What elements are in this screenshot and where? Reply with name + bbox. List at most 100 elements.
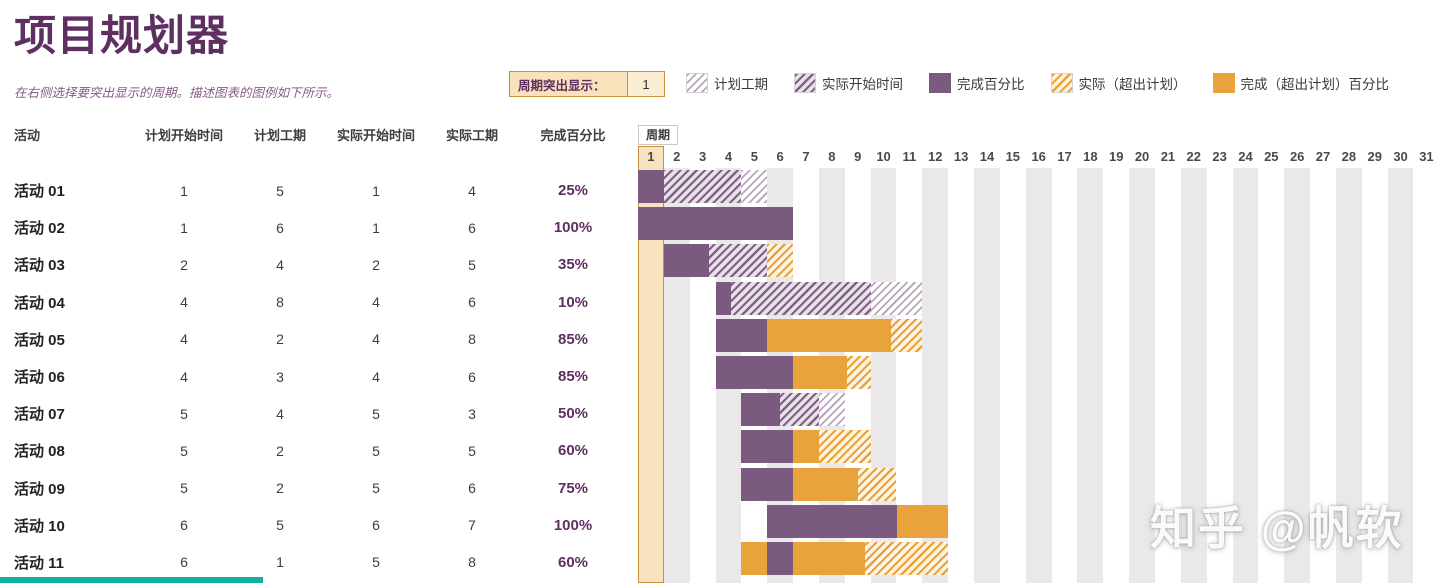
period-column bbox=[1258, 168, 1285, 583]
table-header-row: 活动 计划开始时间 计划工期 实际开始时间 实际工期 完成百分比 bbox=[14, 122, 628, 146]
period-column bbox=[948, 168, 975, 583]
plan-duration-cell: 2 bbox=[276, 442, 284, 459]
period-tick: 28 bbox=[1341, 149, 1357, 164]
plan-start-cell: 4 bbox=[180, 331, 188, 348]
plan-duration-cell: 4 bbox=[276, 405, 284, 422]
period-column bbox=[1206, 168, 1233, 583]
table-row: 活动 04 4 8 4 6 10% bbox=[14, 284, 628, 321]
col-header-actual-start: 实际开始时间 bbox=[336, 127, 415, 143]
actual-duration-cell: 6 bbox=[468, 294, 476, 311]
percent-complete-cell: 25% bbox=[557, 182, 589, 200]
actual-start-cell: 5 bbox=[372, 442, 380, 459]
table-row: 活动 03 2 4 2 5 35% bbox=[14, 246, 628, 283]
plan-duration-cell: 2 bbox=[276, 331, 284, 348]
period-column bbox=[1025, 168, 1052, 583]
page-title: 项目规划器 bbox=[14, 12, 230, 59]
period-column bbox=[1361, 168, 1388, 583]
actual-duration-cell: 8 bbox=[468, 554, 476, 571]
period-column bbox=[1335, 168, 1362, 583]
period-column bbox=[999, 168, 1026, 583]
period-tick: 12 bbox=[928, 149, 943, 164]
actual-start-swatch-icon bbox=[794, 73, 816, 93]
period-tick: 21 bbox=[1160, 149, 1176, 164]
legend-item-complete: 完成百分比 bbox=[929, 73, 1025, 93]
gantt-bar-segment bbox=[715, 281, 732, 315]
actual-start-cell: 4 bbox=[372, 331, 380, 348]
plan-start-cell: 5 bbox=[180, 405, 188, 422]
actual-duration-cell: 7 bbox=[468, 517, 476, 534]
activity-name-cell: 活动 04 bbox=[14, 294, 65, 312]
gantt-bar-segment bbox=[715, 356, 794, 389]
page-subtitle: 在右侧选择要突出显示的周期。描述图表的图例如下所示。 bbox=[14, 86, 340, 100]
gantt-bar-segment bbox=[767, 244, 794, 278]
period-tick: 13 bbox=[953, 149, 969, 164]
percent-complete-cell: 50% bbox=[557, 405, 589, 423]
period-tick: 19 bbox=[1108, 149, 1124, 164]
period-tick: 2 bbox=[673, 149, 681, 164]
legend-label: 计划工期 bbox=[714, 77, 768, 92]
period-tick: 16 bbox=[1031, 149, 1046, 164]
gantt-bar-segment bbox=[715, 318, 768, 352]
period-tick: 25 bbox=[1264, 149, 1279, 164]
period-tick: 15 bbox=[1005, 149, 1021, 164]
plan-duration-cell: 6 bbox=[276, 219, 284, 236]
period-column bbox=[1180, 168, 1207, 583]
plan-start-cell: 1 bbox=[180, 219, 188, 236]
period-tick: 17 bbox=[1057, 149, 1072, 164]
period-column bbox=[1103, 168, 1130, 583]
period-tick: 11 bbox=[902, 149, 917, 164]
period-tick: 18 bbox=[1083, 149, 1098, 164]
col-header-plan-start: 计划开始时间 bbox=[144, 127, 223, 143]
plan-duration-cell: 3 bbox=[276, 368, 284, 385]
gantt-bar-segment bbox=[767, 504, 897, 538]
period-tick: 10 bbox=[876, 149, 891, 164]
period-tick: 3 bbox=[698, 149, 707, 164]
period-tick: 26 bbox=[1289, 149, 1305, 164]
actual-start-cell: 1 bbox=[372, 182, 380, 199]
actual-start-cell: 5 bbox=[372, 405, 380, 422]
actual-duration-cell: 6 bbox=[468, 219, 476, 236]
period-highlight-label: 周期突出显示： bbox=[518, 78, 606, 93]
activity-name-cell: 活动 01 bbox=[14, 183, 65, 201]
actual-start-cell: 4 bbox=[372, 294, 380, 311]
period-tick: 24 bbox=[1238, 149, 1253, 164]
actual-duration-cell: 3 bbox=[468, 405, 476, 422]
col-header-actual-duration: 实际工期 bbox=[445, 127, 498, 143]
plan-duration-cell: 5 bbox=[276, 182, 284, 199]
period-tick: 30 bbox=[1393, 149, 1408, 164]
plan-duration-cell: 8 bbox=[276, 294, 284, 311]
period-tick: 9 bbox=[854, 149, 862, 164]
period-column bbox=[1413, 168, 1440, 583]
table-row: 活动 11 6 1 5 8 60% bbox=[14, 544, 628, 581]
col-header-percent-complete: 完成百分比 bbox=[540, 127, 606, 143]
period-tick: 8 bbox=[828, 149, 836, 164]
actual-start-cell: 1 bbox=[372, 219, 380, 236]
table-row: 活动 09 5 2 5 6 75% bbox=[14, 470, 628, 507]
chart-legend: 计划工期 实际开始时间 完成百分比 实际（超出计划） 完成（超出计划）百分比 bbox=[686, 70, 1389, 96]
period-highlight-input[interactable]: 1 bbox=[627, 72, 664, 96]
period-tick: 14 bbox=[979, 149, 995, 164]
complete-overrun-swatch-icon bbox=[1212, 73, 1235, 93]
gantt-bar-segment bbox=[663, 244, 710, 278]
plan-start-cell: 5 bbox=[180, 480, 188, 497]
period-column bbox=[1284, 168, 1311, 583]
col-header-activity: 活动 bbox=[14, 127, 41, 143]
period-axis-label: 周期 bbox=[638, 125, 678, 145]
plan-duration-cell: 1 bbox=[276, 554, 284, 571]
activity-name-cell: 活动 09 bbox=[14, 480, 65, 498]
actual-duration-cell: 6 bbox=[468, 480, 476, 497]
actual-start-cell: 4 bbox=[372, 368, 380, 385]
plan-duration-cell: 2 bbox=[276, 480, 284, 497]
period-tick: 1 bbox=[647, 149, 655, 164]
percent-complete-swatch-icon bbox=[929, 73, 951, 93]
legend-label: 完成百分比 bbox=[957, 77, 1025, 92]
period-tick: 5 bbox=[750, 149, 758, 164]
legend-label: 完成（超出计划）百分比 bbox=[1240, 77, 1390, 92]
gantt-bar-segment bbox=[793, 467, 858, 501]
gantt-bar-segment bbox=[741, 542, 768, 575]
plan-start-cell: 2 bbox=[180, 256, 188, 273]
period-tick: 31 bbox=[1419, 149, 1434, 164]
plan-start-cell: 5 bbox=[180, 442, 188, 459]
gantt-bar-segment bbox=[741, 430, 794, 464]
